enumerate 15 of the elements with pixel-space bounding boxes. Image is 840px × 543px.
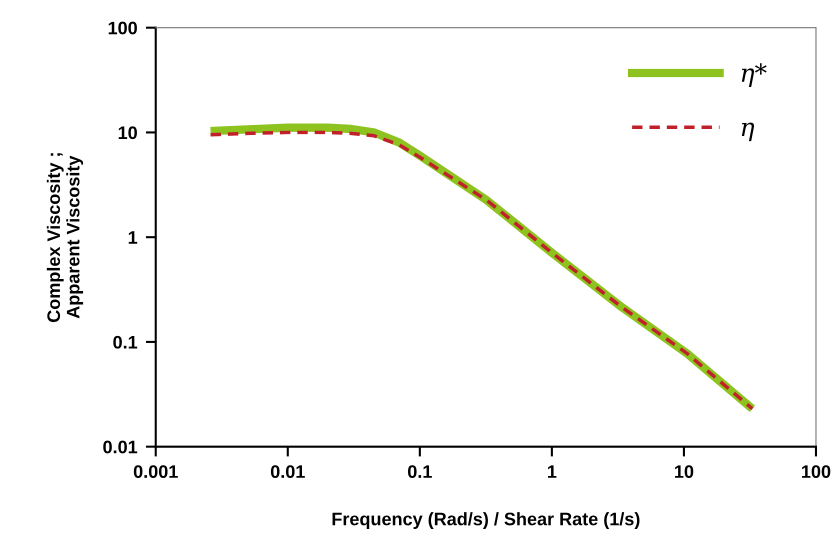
y-tick-label: 0.01 (103, 440, 138, 454)
x-tick-label: 0.001 (134, 465, 178, 478)
y-tick-label: 100 (108, 22, 137, 34)
y-tick-label: 1 (128, 231, 138, 244)
x-axis-title: Frequency (Rad/s) / Shear Rate (1/s) (332, 512, 640, 529)
x-tick-label: 10 (675, 465, 694, 478)
legend-label: η* (742, 63, 767, 87)
y-tick-label: 0.1 (113, 336, 138, 349)
x-tick-label: 0.1 (408, 465, 432, 478)
legend-label: η (742, 122, 754, 142)
x-tick-label: 1 (548, 465, 556, 478)
x-tick-label: 0.01 (270, 465, 305, 478)
y-tick-label: 10 (118, 126, 137, 140)
x-tick-label: 100 (802, 465, 830, 478)
y-axis-title: Complex Viscosity ; Apparent Viscosity (46, 153, 84, 322)
